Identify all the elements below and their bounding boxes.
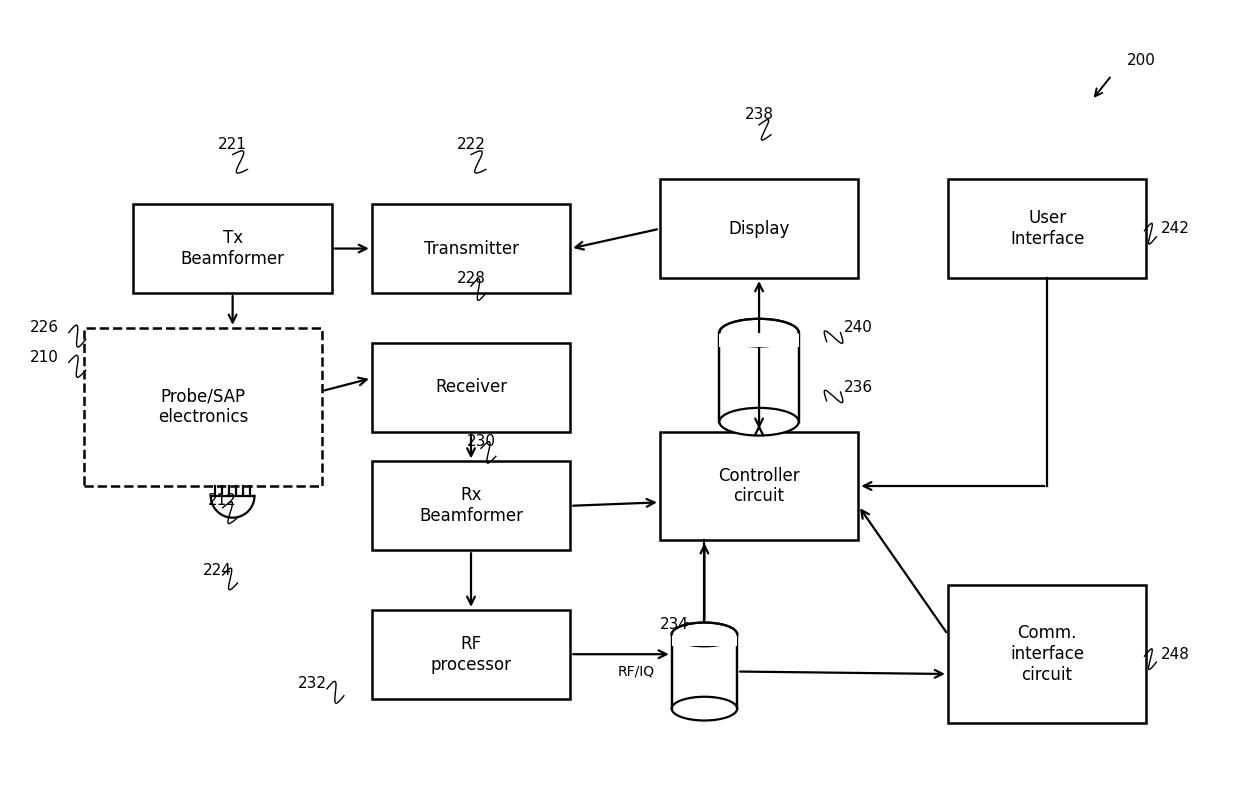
Text: Probe/SAP
electronics: Probe/SAP electronics xyxy=(157,387,248,427)
FancyBboxPatch shape xyxy=(719,333,799,422)
FancyBboxPatch shape xyxy=(133,204,332,293)
Text: Comm.
interface
circuit: Comm. interface circuit xyxy=(1011,624,1084,684)
Text: 234: 234 xyxy=(660,617,689,632)
FancyBboxPatch shape xyxy=(660,431,858,541)
Text: 222: 222 xyxy=(456,137,485,152)
Ellipse shape xyxy=(719,319,799,346)
FancyBboxPatch shape xyxy=(83,327,322,486)
Text: 242: 242 xyxy=(1162,221,1190,236)
Text: Receiver: Receiver xyxy=(435,378,507,396)
Text: 226: 226 xyxy=(30,320,58,335)
Text: 240: 240 xyxy=(843,320,873,335)
Text: Display: Display xyxy=(728,220,790,238)
Text: 221: 221 xyxy=(218,137,247,152)
FancyBboxPatch shape xyxy=(372,204,570,293)
Text: 238: 238 xyxy=(744,108,774,123)
FancyBboxPatch shape xyxy=(660,179,858,279)
Text: 228: 228 xyxy=(456,271,485,286)
Text: 236: 236 xyxy=(843,379,873,394)
FancyBboxPatch shape xyxy=(947,179,1147,279)
Text: 212: 212 xyxy=(208,493,237,508)
FancyBboxPatch shape xyxy=(372,342,570,431)
FancyBboxPatch shape xyxy=(947,585,1147,723)
Text: 210: 210 xyxy=(30,350,58,365)
FancyBboxPatch shape xyxy=(672,634,738,646)
Text: Tx
Beamformer: Tx Beamformer xyxy=(181,229,285,268)
FancyBboxPatch shape xyxy=(672,634,738,708)
FancyBboxPatch shape xyxy=(372,610,570,699)
Text: Transmitter: Transmitter xyxy=(424,239,518,257)
Ellipse shape xyxy=(672,623,738,646)
Text: Controller
circuit: Controller circuit xyxy=(718,467,800,505)
Text: 232: 232 xyxy=(298,676,326,692)
Text: 248: 248 xyxy=(1162,647,1190,662)
Text: 200: 200 xyxy=(1127,53,1156,68)
Text: 230: 230 xyxy=(466,434,496,449)
Text: RF/IQ: RF/IQ xyxy=(618,664,655,678)
Ellipse shape xyxy=(672,696,738,721)
Text: RF
processor: RF processor xyxy=(430,635,512,674)
Text: User
Interface: User Interface xyxy=(1009,209,1084,248)
Text: 224: 224 xyxy=(203,563,232,578)
Ellipse shape xyxy=(719,408,799,435)
FancyBboxPatch shape xyxy=(719,333,799,346)
Text: Rx
Beamformer: Rx Beamformer xyxy=(419,486,523,525)
FancyBboxPatch shape xyxy=(372,461,570,550)
